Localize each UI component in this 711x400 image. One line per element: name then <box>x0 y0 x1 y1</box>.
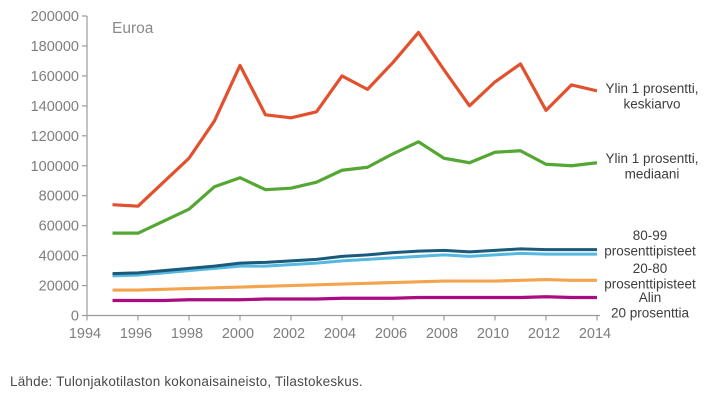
series-line-80-99-prosenttipisteet-alempi-viiva <box>112 251 597 278</box>
x-tick-label: 1994 <box>69 326 101 342</box>
y-tick-label: 60000 <box>39 219 79 235</box>
series-label-80-99-prosenttipisteet-ylempi-viiva: 80-99 <box>633 228 668 243</box>
series-label-20-80-prosenttipisteet: prosenttipisteet <box>604 277 696 292</box>
series-label-alin-20-prosenttia: 20 prosenttia <box>611 306 690 321</box>
series-label-ylin-1-prosentti-keskiarvo: keskiarvo <box>623 97 680 112</box>
y-axis-title: Euroa <box>112 20 154 37</box>
series-label-alin-20-prosenttia: Alin <box>639 290 662 305</box>
x-tick-label: 1996 <box>120 326 152 342</box>
series-line-20-80-prosenttipisteet <box>112 277 597 292</box>
y-tick-label: 160000 <box>31 69 79 85</box>
y-tick-label: 180000 <box>31 39 79 55</box>
y-tick-label: 80000 <box>39 189 79 205</box>
series-line-80-99-prosenttipisteet-ylempi-viiva <box>112 247 597 276</box>
series-line-alin-20-prosenttia <box>112 295 597 303</box>
x-tick-label: 1998 <box>171 326 203 342</box>
y-tick-label: 40000 <box>39 249 79 265</box>
x-tick-label: 2002 <box>273 326 305 342</box>
y-tick-label: 140000 <box>31 99 79 115</box>
x-tick-label: 2004 <box>324 326 356 342</box>
x-tick-label: 2012 <box>528 326 560 342</box>
x-tick-label: 2000 <box>222 326 254 342</box>
series-label-ylin-1-prosentti-keskiarvo: Ylin 1 prosentti, <box>605 81 698 96</box>
source-note: Lähde: Tulonjakotilaston kokonaisaineist… <box>10 374 363 389</box>
series-label-ylin-1-prosentti-mediaani: mediaani <box>625 167 680 182</box>
y-tick-label: 0 <box>71 309 79 325</box>
series-label-ylin-1-prosentti-mediaani: Ylin 1 prosentti, <box>605 151 698 166</box>
y-tick-label: 100000 <box>31 159 79 175</box>
series-line-ylin-1-prosentti-keskiarvo <box>112 30 598 208</box>
y-tick-label: 120000 <box>31 129 79 145</box>
series-label-80-99-prosenttipisteet-ylempi-viiva: prosenttipisteet <box>604 244 696 259</box>
x-tick-label: 2006 <box>375 326 407 342</box>
x-tick-label: 2008 <box>426 326 458 342</box>
x-tick-label: 2010 <box>477 326 509 342</box>
y-tick-label: 20000 <box>39 279 79 295</box>
y-tick-label: 200000 <box>31 9 79 25</box>
series-line-ylin-1-prosentti-mediaani <box>112 140 598 235</box>
x-tick-label: 2014 <box>579 326 611 342</box>
series-label-20-80-prosenttipisteet: 20-80 <box>633 261 668 276</box>
